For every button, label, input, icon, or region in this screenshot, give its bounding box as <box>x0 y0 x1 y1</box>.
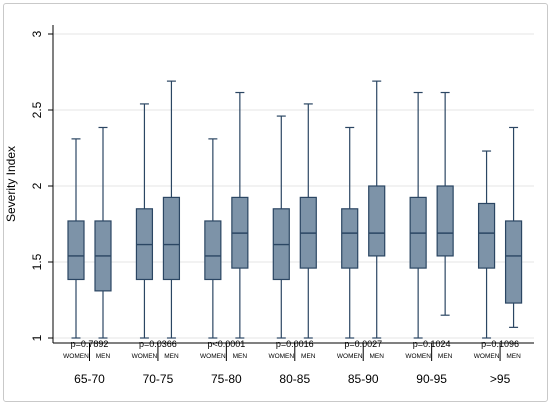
iqr-box <box>368 185 386 257</box>
sex-label: MEN <box>369 353 384 360</box>
sex-label: MEN <box>506 353 521 360</box>
y-axis-label: Severity Index <box>4 146 18 222</box>
sex-label: WOMEN <box>200 353 226 360</box>
sex-label: WOMEN <box>474 353 500 360</box>
box->95-men <box>504 126 523 328</box>
boxes <box>67 80 523 339</box>
box-80-85-women <box>272 115 290 339</box>
box-65-70-men <box>94 126 112 339</box>
iqr-box <box>341 208 359 269</box>
box-70-75-women <box>135 103 154 339</box>
age-group-label: 70-75 <box>143 372 174 386</box>
box-65-70-women <box>67 138 85 339</box>
gridlines <box>53 33 534 339</box>
chart-frame <box>3 3 548 402</box>
sex-label: MEN <box>301 353 316 360</box>
sex-label: WOMEN <box>132 353 158 360</box>
sex-label: MEN <box>164 353 179 360</box>
box-90-95-women <box>409 91 427 339</box>
box-70-75-men <box>162 80 181 339</box>
y-ticks: 1 1.5 2 2.5 3 <box>30 30 53 341</box>
age-group-label: 75-80 <box>211 372 242 386</box>
y-tick-label: 3 <box>30 30 44 37</box>
y-tick-label: 1 <box>30 334 44 341</box>
iqr-box <box>436 185 454 257</box>
axes <box>52 25 534 344</box>
y-tick-label: 1.5 <box>30 253 44 270</box>
box-75-80-men <box>231 91 249 339</box>
sex-label: MEN <box>233 353 248 360</box>
age-group-label: 85-90 <box>348 372 379 386</box>
iqr-box <box>477 202 496 269</box>
iqr-box <box>162 196 181 281</box>
sex-label: WOMEN <box>337 353 363 360</box>
iqr-box <box>204 220 222 281</box>
sex-label: MEN <box>438 353 453 360</box>
age-group-label: 90-95 <box>416 372 447 386</box>
box-90-95-men <box>436 91 454 316</box>
box-80-85-men <box>299 103 317 339</box>
age-group-label: 80-85 <box>279 372 310 386</box>
sex-label: MEN <box>96 353 111 360</box>
iqr-box <box>504 220 523 304</box>
box-85-90-women <box>341 126 359 339</box>
box->95-women <box>477 150 496 339</box>
sex-label: WOMEN <box>63 353 89 360</box>
iqr-box <box>67 220 85 281</box>
box-85-90-men <box>368 80 386 339</box>
age-group-label: >95 <box>490 372 511 386</box>
sex-label: WOMEN <box>405 353 431 360</box>
sex-label: WOMEN <box>268 353 294 360</box>
y-tick-label: 2 <box>30 182 44 189</box>
box-75-80-women <box>204 138 222 339</box>
y-tick-label: 2.5 <box>30 101 44 118</box>
age-group-label: 65-70 <box>74 372 105 386</box>
